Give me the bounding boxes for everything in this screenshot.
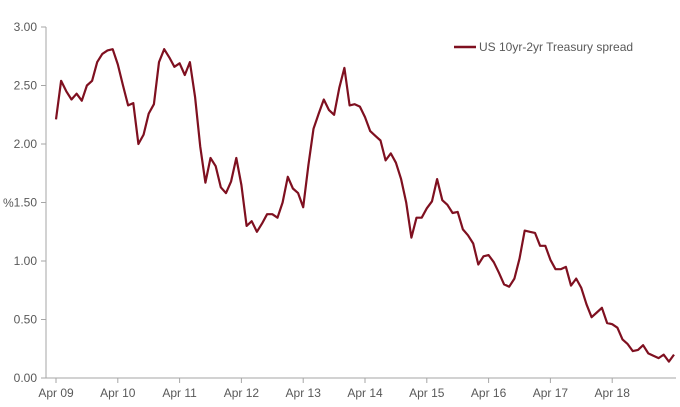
y-tick-label: 1.50 <box>14 196 38 210</box>
legend-label: US 10yr-2yr Treasury spread <box>479 40 633 54</box>
series-group <box>54 48 675 363</box>
y-tick-label: 2.00 <box>14 137 38 151</box>
x-tick-label: Apr 11 <box>162 386 197 400</box>
y-tick-label: 1.00 <box>14 254 38 268</box>
x-tick-label: Apr 12 <box>224 386 260 400</box>
y-tick-label: 2.50 <box>14 79 38 93</box>
y-tick-label: 0.50 <box>14 313 38 327</box>
y-tick-label: 3.00 <box>14 20 38 34</box>
y-tick-label: 0.00 <box>14 371 38 385</box>
x-tick-label: Apr 09 <box>38 386 74 400</box>
x-tick-label: Apr 14 <box>347 386 383 400</box>
x-tick-label: Apr 10 <box>100 386 136 400</box>
x-tick-label: Apr 13 <box>286 386 322 400</box>
x-axis: Apr 09 Apr 10 Apr 11 Apr 12 Apr 13 Apr 14 Apr … <box>38 377 676 400</box>
series-line <box>54 48 675 363</box>
x-tick-label: Apr 17 <box>533 386 569 400</box>
y-axis-label: % <box>3 196 14 210</box>
x-tick-label: Apr 15 <box>409 386 445 400</box>
x-tick-label: Apr 16 <box>471 386 507 400</box>
y-axis: 0.00 0.50 1.00 1.50 2.00 2.50 3.00 <box>14 20 47 385</box>
x-tick-label: Apr 18 <box>595 386 631 400</box>
legend: US 10yr-2yr Treasury spread <box>454 40 633 54</box>
